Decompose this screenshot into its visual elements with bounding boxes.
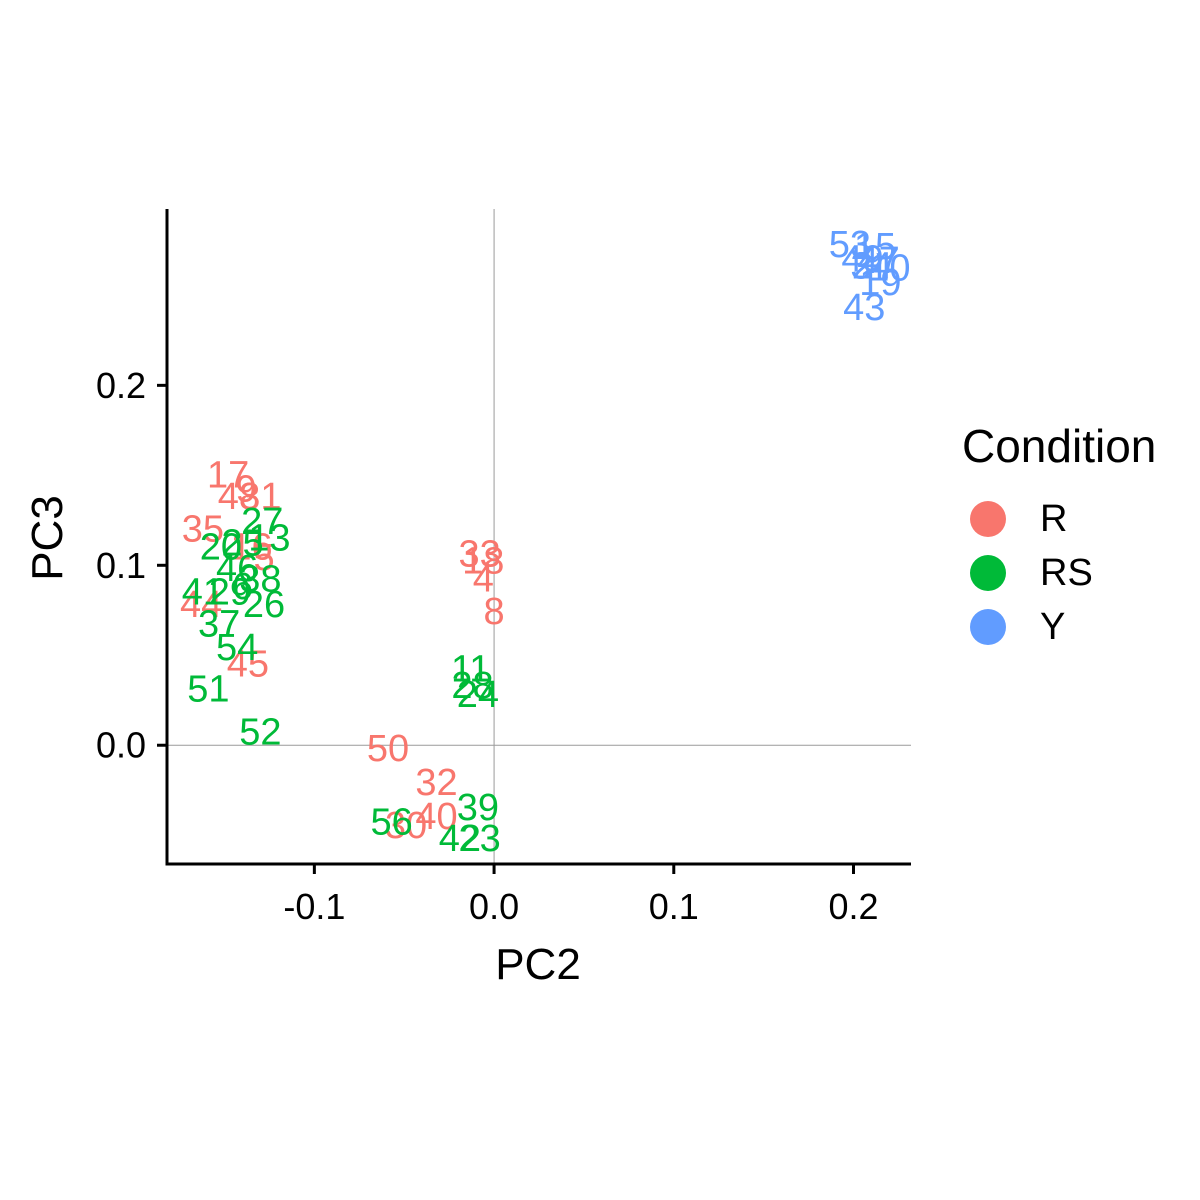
point-label-r: 4 [473, 559, 494, 601]
point-label-rs: 27 [241, 501, 283, 543]
point-label-r: 30 [385, 805, 427, 847]
point-label-r: 16 [230, 526, 272, 568]
point-label-rs: 39 [457, 787, 499, 829]
point-label-rs: 13 [248, 517, 290, 559]
point-label-r: 18 [462, 541, 504, 583]
point-label-r: 17 [207, 454, 249, 496]
point-label-rs: 6 [232, 566, 253, 608]
point-label-rs: 46 [216, 548, 258, 590]
legend-title: Condition [962, 420, 1156, 472]
point-label-rs: 52 [239, 712, 281, 754]
point-label-y: 49 [841, 238, 883, 280]
point-label-rs: 42 [439, 818, 481, 860]
reference-lines [167, 209, 911, 864]
legend-label-rs: RS [1040, 552, 1093, 594]
point-label-y: 2 [852, 246, 873, 288]
point-label-r: 40 [415, 796, 457, 838]
point-label-r: 9 [236, 469, 257, 511]
point-label-r: 8 [484, 591, 505, 633]
point-label-y: 43 [843, 287, 885, 329]
point-label-rs: 41 [182, 571, 224, 613]
point-label-r: 5 [253, 537, 274, 579]
point-label-r: 44 [180, 584, 222, 626]
point-label-y: 53 [829, 224, 871, 266]
y-tick-label: 0.0 [96, 725, 146, 766]
point-label-rs: 28 [451, 665, 493, 707]
point-label-r: 48 [218, 476, 260, 518]
legend-label-y: Y [1040, 606, 1065, 648]
axes [165, 209, 911, 866]
x-tick-label: -0.1 [283, 886, 345, 927]
point-label-r: 32 [415, 762, 457, 804]
legend: Condition R RS Y [962, 420, 1156, 648]
point-label-y: 10 [868, 247, 910, 289]
point-label-r: 35 [182, 508, 224, 550]
point-label-rs: 24 [457, 674, 499, 716]
x-axis-ticks: -0.1 0.0 0.1 0.2 [283, 864, 879, 927]
point-label-y: 34 [850, 246, 892, 288]
legend-items: R RS Y [970, 498, 1093, 648]
x-tick-label: 0.0 [469, 886, 519, 927]
point-label-rs: 38 [239, 559, 281, 601]
x-tick-label: 0.1 [649, 886, 699, 927]
legend-key-y [970, 609, 1006, 645]
legend-key-r [970, 501, 1006, 537]
y-axis-title: PC3 [23, 495, 72, 581]
point-label-r: 33 [459, 533, 501, 575]
y-axis-ticks: 0.0 0.1 0.2 [96, 365, 167, 766]
point-label-rs: 29 [209, 571, 251, 613]
legend-key-rs [970, 555, 1006, 591]
point-label-rs: 23 [459, 818, 501, 860]
point-label-rs: 56 [370, 802, 412, 844]
x-axis-title: PC2 [495, 940, 581, 989]
x-tick-label: 0.2 [828, 886, 878, 927]
y-tick-label: 0.2 [96, 365, 146, 406]
point-label-y: 47 [858, 240, 900, 282]
legend-label-r: R [1040, 498, 1067, 540]
point-label-r: 45 [227, 643, 269, 685]
point-label-rs: 26 [243, 584, 285, 626]
point-label-r: 31 [239, 476, 281, 518]
point-label-rs: 25 [221, 523, 263, 565]
point-label-rs: 37 [198, 604, 240, 646]
point-label-rs: 20 [200, 526, 242, 568]
point-label-y: 19 [859, 262, 901, 304]
point-label-rs: 51 [187, 668, 229, 710]
point-label-r: 50 [367, 728, 409, 770]
point-label-rs: 54 [216, 627, 258, 669]
point-label-y: 15 [854, 226, 896, 268]
y-tick-label: 0.1 [96, 545, 146, 586]
point-label-rs: 11 [451, 649, 490, 691]
